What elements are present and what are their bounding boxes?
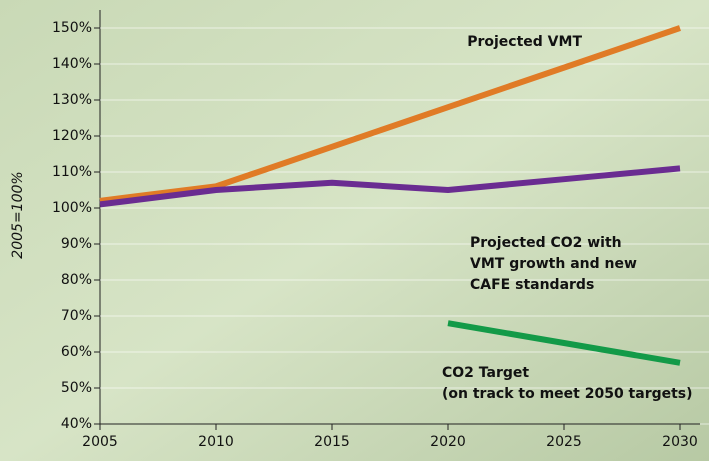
series-label: (on track to meet 2050 targets) (442, 386, 693, 402)
y-tick-label: 40% (61, 416, 92, 432)
y-tick-label: 120% (52, 128, 92, 144)
x-tick-label: 2030 (662, 434, 698, 450)
y-tick-label: 100% (52, 200, 92, 216)
y-tick-label: 50% (61, 380, 92, 396)
series-label: CO2 Target (442, 365, 529, 381)
series-label: Projected VMT (467, 34, 582, 50)
series-label: Projected CO2 with (470, 235, 622, 251)
x-tick-label: 2025 (546, 434, 582, 450)
y-tick-label: 90% (61, 236, 92, 252)
x-tick-label: 2005 (82, 434, 118, 450)
series-label: CAFE standards (470, 277, 594, 293)
y-tick-label: 110% (52, 164, 92, 180)
y-tick-label: 140% (52, 56, 92, 72)
y-tick-label: 150% (52, 20, 92, 36)
y-tick-label: 60% (61, 344, 92, 360)
y-axis-label: 2005=100% (10, 171, 26, 258)
y-tick-label: 130% (52, 92, 92, 108)
x-tick-label: 2010 (198, 434, 234, 450)
y-tick-label: 70% (61, 308, 92, 324)
chart: 2005=100% 40% 50% 60% 70% 80% 90% 100% 110% 120%… (0, 0, 709, 461)
x-tick-label: 2015 (314, 434, 350, 450)
y-tick-label: 80% (61, 272, 92, 288)
series-label: VMT growth and new (470, 256, 637, 272)
x-tick-label: 2020 (430, 434, 466, 450)
